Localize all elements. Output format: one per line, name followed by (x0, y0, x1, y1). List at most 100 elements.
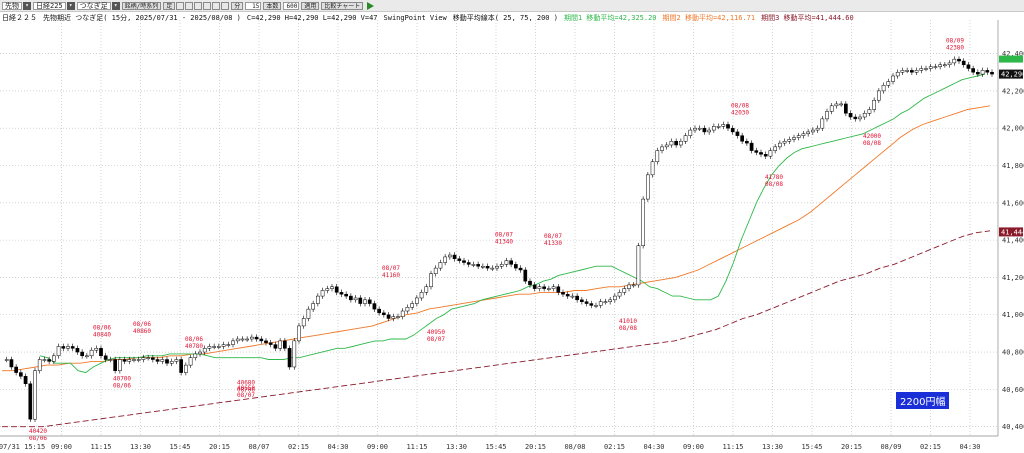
chevron-down-icon[interactable]: ▾ (111, 1, 120, 10)
x-tick-label: 04:30 (959, 443, 980, 451)
play-icon[interactable] (367, 1, 375, 10)
candle-up (867, 109, 872, 114)
ma1-line-group (39, 73, 986, 374)
candle-up (886, 81, 891, 86)
candle-up (636, 245, 641, 286)
candle-icon[interactable] (176, 1, 185, 10)
x-tick-label: 04:30 (327, 443, 348, 451)
candle-up (481, 265, 485, 268)
count-label: 本数 (263, 1, 282, 10)
candle-up (405, 307, 410, 312)
price-label-text: 42,290 (1001, 71, 1024, 79)
x-tick-label: 08/09 (880, 443, 901, 451)
candle-down (985, 70, 990, 73)
candle-down (763, 154, 768, 157)
bar-mode-button[interactable]: 足 (163, 1, 176, 10)
candle-up (292, 340, 297, 368)
interval-input[interactable]: 15 (245, 1, 262, 10)
tick-icon[interactable] (185, 1, 194, 10)
swing-value-label: 40840 (93, 332, 111, 339)
candle-down (957, 58, 961, 62)
ma3-line-group (2, 230, 991, 428)
swing-date-label: 08/06 (185, 336, 203, 343)
toolbar: 先物 ▾ 日経225 ▾ つなぎ足 ▾ 銘柄/時系列 足 分 15 本数 600… (0, 0, 1024, 12)
candle-up (943, 64, 947, 67)
swing-value-label: 42030 (731, 110, 749, 117)
candle-up (603, 301, 608, 303)
candle-down (382, 312, 386, 315)
info-ma2: 期間2 移動平均=42,116.71 (662, 14, 756, 22)
candle-up (905, 70, 909, 72)
day-icon[interactable] (194, 1, 203, 10)
week-icon[interactable] (203, 1, 212, 10)
candle-up (608, 299, 612, 302)
candle-up (919, 68, 924, 71)
compare-chart-button[interactable]: 比較チャート (321, 1, 364, 10)
candle-up (89, 349, 94, 357)
minute-icon[interactable] (221, 1, 230, 10)
apply-button[interactable]: 適用 (301, 1, 320, 10)
candle-down (9, 359, 14, 368)
candle-up (598, 301, 603, 306)
candle-up (471, 264, 476, 266)
candle-up (613, 295, 617, 301)
candle-up (33, 370, 37, 420)
y-tick-label: 41,000 (1002, 311, 1024, 319)
candle-down (844, 103, 848, 114)
candle-up (570, 295, 575, 298)
candle-down (565, 293, 570, 297)
candle-up (881, 85, 886, 92)
candle-up (594, 305, 598, 307)
candle-up (839, 103, 843, 106)
symbol-label: 日経225 (36, 1, 63, 10)
chevron-down-icon[interactable]: ▾ (66, 1, 75, 10)
x-tick-label: 20:15 (209, 443, 230, 451)
x-tick-label: 11:15 (406, 443, 427, 451)
ma1-line (39, 73, 986, 374)
market-select[interactable]: 先物 (2, 1, 22, 10)
candle-up (891, 75, 895, 82)
count-input[interactable]: 600 (283, 1, 300, 10)
chevron-down-icon[interactable]: ▾ (23, 1, 31, 10)
swing-date-label: 08/07 (427, 336, 445, 343)
month-icon[interactable] (212, 1, 221, 10)
candle-up (778, 142, 782, 148)
series-select[interactable]: つなぎ足 (76, 1, 111, 10)
x-tick-label: 11:15 (722, 443, 743, 451)
info-bar: 日経２２５ 先物期近 つなぎ足( 15分, 2025/07/31 - 2025/0… (2, 13, 860, 23)
candle-up (801, 133, 806, 136)
switch-button[interactable]: 銘柄/時系列 (121, 1, 162, 10)
x-tick-label: 11:15 (90, 443, 111, 451)
chart-grid (0, 20, 998, 436)
candle-up (641, 198, 645, 246)
candle-down (23, 376, 28, 385)
candle-down (358, 297, 363, 304)
candle-up (330, 286, 334, 289)
info-ma3: 期間3 移動平均=41,444.60 (761, 14, 854, 22)
candle-up (250, 336, 254, 340)
candle-up (4, 359, 9, 361)
candle-up (862, 113, 867, 118)
swing-value-label: 40860 (133, 328, 151, 335)
price-label-text: 41,444 (1001, 228, 1024, 236)
candle-down (509, 260, 513, 265)
symbol-select[interactable]: 日経225 (33, 1, 66, 10)
candle-up (443, 256, 447, 263)
candle-up (146, 357, 150, 359)
candle-up (400, 310, 405, 317)
x-tick-label: 08/08 (564, 443, 585, 451)
candle-down (556, 286, 561, 293)
candle-up (664, 144, 669, 148)
candle-up (108, 359, 113, 361)
candle-down (561, 292, 565, 295)
candle-down (971, 68, 975, 73)
candle-down (462, 260, 466, 263)
swing-value-label: 41330 (544, 240, 562, 247)
candle-up (622, 288, 627, 293)
candle-down (966, 64, 971, 69)
x-tick-label: 04:30 (643, 443, 664, 451)
swing-value-label: 40780 (185, 343, 203, 350)
candle-down (28, 383, 33, 420)
info-desc: 先物期近 つなぎ足( 15分, 2025/07/31 - 2025/08/08 … (43, 14, 241, 22)
candle-up (316, 295, 320, 304)
